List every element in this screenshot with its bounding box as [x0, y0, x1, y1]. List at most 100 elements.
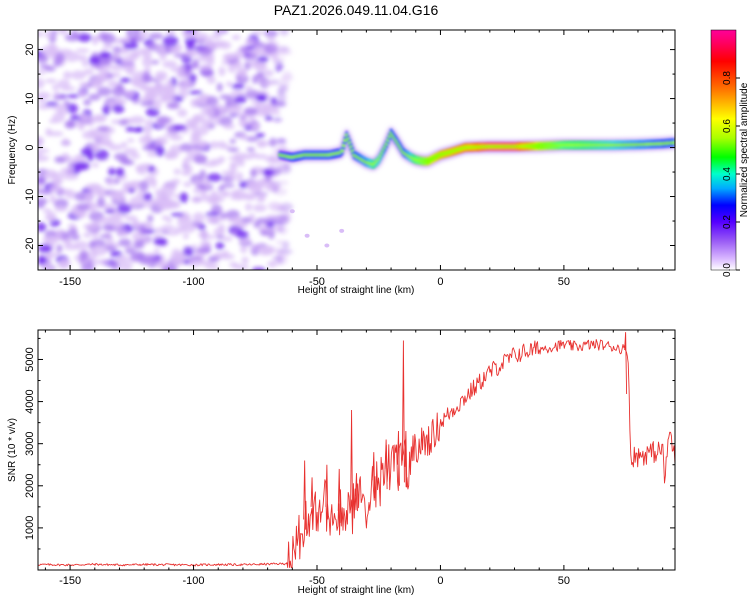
noise-blob	[229, 195, 246, 201]
snr-spike	[303, 460, 307, 530]
noise-blob	[117, 229, 128, 236]
noise-blob	[231, 34, 241, 41]
noise-blob	[272, 117, 283, 123]
y-tick-label: -20	[24, 238, 36, 254]
noise-blob	[174, 226, 185, 234]
noise-blob	[53, 198, 69, 209]
noise-blob	[218, 66, 226, 77]
noise-blob	[52, 178, 64, 185]
noise-blob	[67, 166, 74, 176]
x-tick-label: -100	[183, 276, 205, 288]
colorbar-tick-label: 0.4	[722, 167, 733, 181]
noise-blob	[126, 30, 133, 38]
noise-blob	[119, 77, 132, 83]
noise-blob	[304, 233, 310, 238]
noise-blob	[118, 261, 133, 270]
noise-blob	[70, 206, 78, 216]
noise-blob	[154, 227, 162, 234]
noise-blob	[102, 104, 111, 116]
noise-blob	[44, 78, 58, 84]
noise-blob	[58, 30, 68, 35]
noise-blob	[153, 237, 167, 246]
noise-blob	[41, 51, 56, 56]
noise-blob	[163, 132, 179, 138]
noise-blob	[245, 89, 261, 100]
noise-blob	[97, 72, 110, 83]
noise-blob	[251, 30, 265, 36]
noise-blob	[46, 211, 57, 222]
noise-blob	[109, 64, 125, 71]
noise-blob	[38, 182, 43, 189]
snr-spike	[310, 477, 314, 520]
noise-blob	[114, 191, 125, 201]
noise-blob	[162, 265, 178, 270]
snr-spike	[350, 409, 353, 522]
noise-blob	[225, 105, 242, 115]
noise-blob	[225, 81, 233, 87]
noise-blob	[188, 90, 203, 95]
noise-blob	[219, 116, 233, 127]
noise-blob	[221, 236, 233, 242]
noise-blob	[56, 107, 69, 116]
noise-blob	[166, 102, 180, 109]
noise-blob	[269, 137, 277, 147]
noise-blob	[143, 192, 153, 201]
noise-blob	[62, 138, 69, 147]
noise-blob	[80, 147, 94, 158]
ridge-point	[343, 138, 347, 143]
noise-blob	[160, 224, 175, 232]
noise-blob	[229, 190, 241, 197]
x-tick-label: -150	[59, 276, 81, 288]
snr-spike	[384, 439, 388, 490]
noise-blob	[83, 68, 94, 75]
noise-blob	[38, 222, 47, 232]
snr-spike	[624, 332, 628, 395]
noise-blob	[138, 180, 149, 192]
noise-blob	[200, 191, 207, 202]
snr-x-label: Height of straight line (km)	[298, 585, 415, 596]
noise-blob	[83, 223, 99, 230]
noise-blob	[251, 267, 266, 270]
noise-blob	[56, 244, 63, 253]
x-tick-label: 0	[437, 575, 443, 587]
noise-blob	[120, 141, 128, 148]
noise-blob	[250, 184, 260, 194]
noise-blob	[197, 47, 212, 56]
noise-blob	[139, 30, 148, 40]
noise-blob	[64, 120, 76, 129]
noise-blob	[38, 197, 48, 206]
spectrogram-panel: -150 -100 -50 0 50 20 10 0 -10 -20 Height of stra…	[7, 29, 676, 296]
noise-blob	[217, 30, 225, 34]
noise-blob	[171, 248, 181, 256]
noise-blob	[132, 30, 141, 37]
noise-blob	[184, 164, 193, 175]
noise-blob	[239, 69, 247, 79]
colorbar: 0.0 0.2 0.4 0.6 0.8 Normalized spectral ampl…	[710, 29, 750, 277]
snr-spike	[401, 340, 405, 483]
noise-blob	[140, 197, 154, 208]
noise-blob	[256, 141, 272, 146]
noise-blob	[193, 180, 202, 185]
noise-blob	[239, 180, 248, 189]
noise-blob	[183, 181, 192, 188]
noise-blob	[152, 98, 162, 110]
chart-title: PAZ1.2026.049.11.04.G16	[274, 2, 439, 18]
noise-blob	[210, 33, 222, 40]
noise-blob	[246, 147, 255, 152]
noise-blob	[115, 97, 124, 103]
noise-blob	[256, 90, 268, 96]
noise-blob	[38, 31, 44, 38]
noise-blob	[38, 78, 45, 89]
noise-blob	[83, 99, 92, 106]
noise-blob	[206, 96, 219, 106]
noise-blob	[262, 168, 275, 177]
noise-blob	[80, 263, 95, 270]
noise-blob	[198, 140, 209, 149]
noise-blob	[179, 143, 193, 152]
snr-y-label: SNR (10 * v/v)	[7, 418, 18, 482]
noise-blob	[271, 223, 283, 233]
noise-blob	[165, 218, 173, 223]
noise-blob	[324, 243, 330, 248]
noise-blob	[49, 183, 62, 193]
